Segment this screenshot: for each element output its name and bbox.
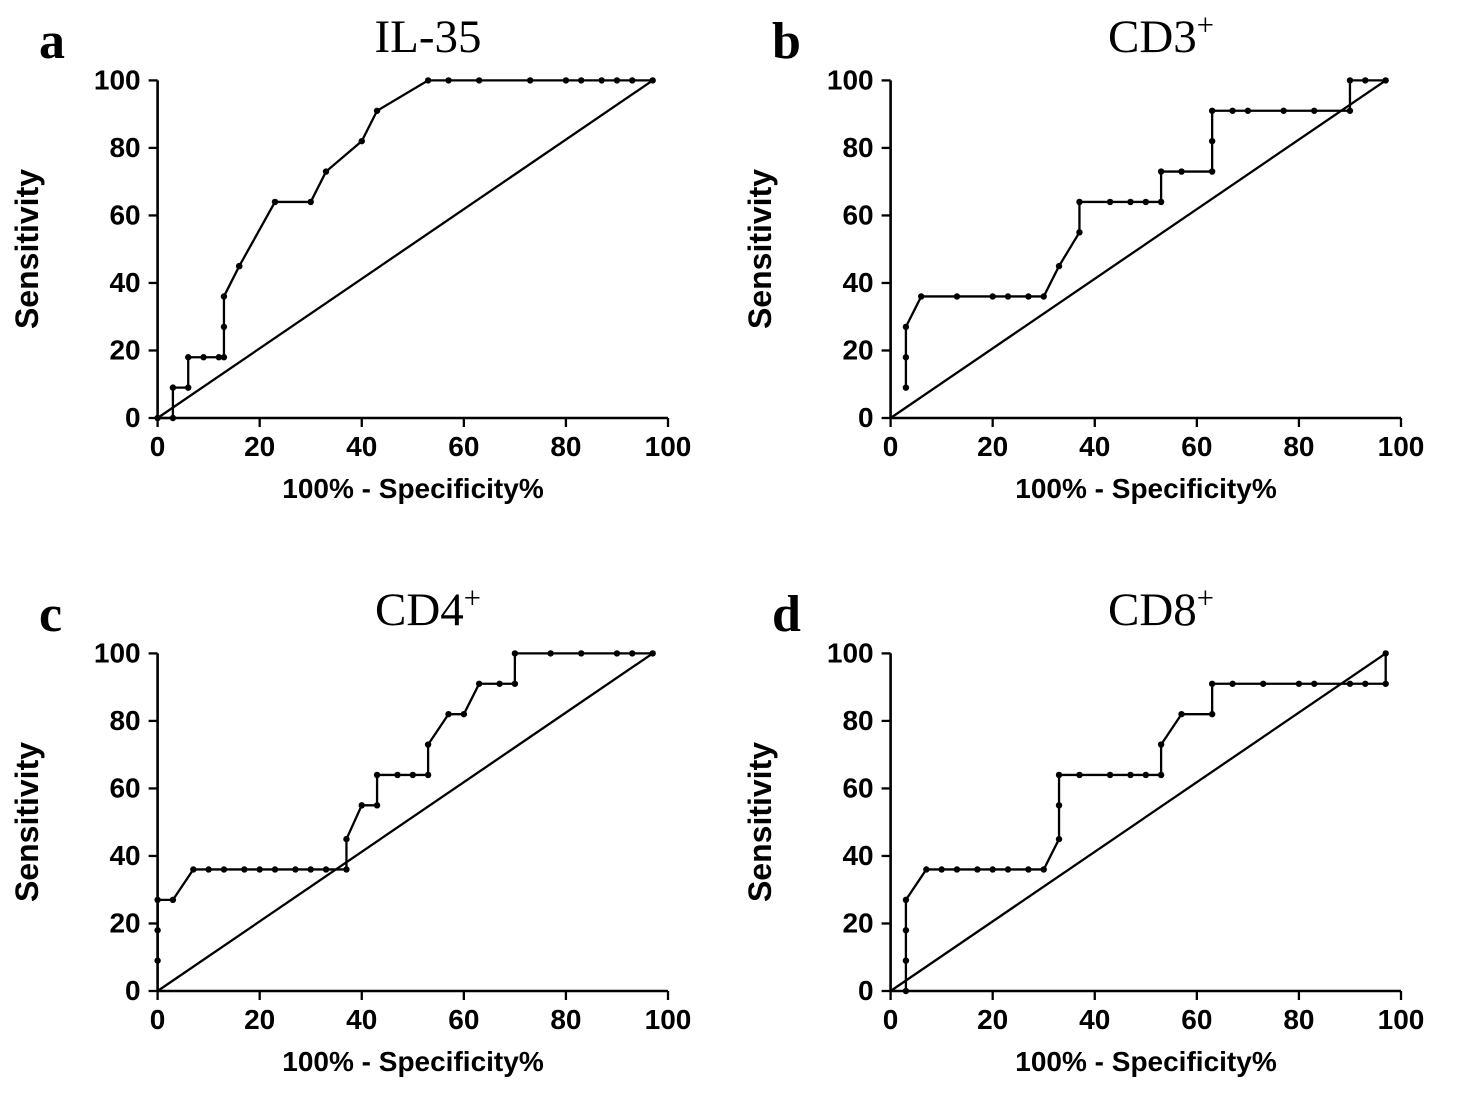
svg-text:40: 40 [842,267,873,298]
svg-text:Sensitivity: Sensitivity [9,169,45,329]
svg-text:0: 0 [883,1004,899,1035]
svg-text:a: a [39,13,65,70]
svg-text:100: 100 [94,637,141,668]
svg-text:80: 80 [550,1004,581,1035]
svg-text:100: 100 [827,637,874,668]
svg-text:40: 40 [109,840,140,871]
svg-text:20: 20 [842,334,873,365]
svg-text:20: 20 [244,1004,275,1035]
svg-text:80: 80 [550,431,581,462]
svg-text:20: 20 [244,431,275,462]
svg-text:40: 40 [1079,1004,1110,1035]
svg-text:60: 60 [1181,431,1212,462]
svg-text:60: 60 [109,772,140,803]
svg-text:100% - Specificity%: 100% - Specificity% [282,1046,544,1077]
svg-text:IL-35: IL-35 [374,11,481,63]
svg-text:60: 60 [1181,1004,1212,1035]
svg-text:20: 20 [109,907,140,938]
svg-text:100% - Specificity%: 100% - Specificity% [1015,1046,1277,1077]
svg-text:Sensitivity: Sensitivity [742,742,778,902]
svg-text:80: 80 [842,132,873,163]
svg-text:100: 100 [645,431,692,462]
svg-text:100: 100 [94,64,141,95]
svg-text:Sensitivity: Sensitivity [9,742,45,902]
svg-text:Sensitivity: Sensitivity [742,169,778,329]
svg-text:CD4+: CD4+ [375,581,481,636]
svg-text:0: 0 [150,1004,166,1035]
svg-text:80: 80 [842,705,873,736]
svg-text:60: 60 [448,1004,479,1035]
svg-text:0: 0 [125,975,141,1006]
svg-text:100% - Specificity%: 100% - Specificity% [282,473,544,504]
svg-text:CD8+: CD8+ [1108,581,1214,636]
svg-text:60: 60 [109,199,140,230]
svg-text:0: 0 [883,431,899,462]
svg-text:d: d [772,586,801,643]
svg-text:100: 100 [827,64,874,95]
svg-text:0: 0 [858,975,874,1006]
svg-text:0: 0 [858,402,874,433]
svg-text:100: 100 [645,1004,692,1035]
svg-text:CD3+: CD3+ [1108,8,1214,63]
svg-text:80: 80 [1283,431,1314,462]
svg-text:60: 60 [448,431,479,462]
svg-text:80: 80 [1283,1004,1314,1035]
svg-text:60: 60 [842,199,873,230]
svg-text:0: 0 [125,402,141,433]
svg-text:40: 40 [1079,431,1110,462]
svg-text:100% - Specificity%: 100% - Specificity% [1015,473,1277,504]
svg-text:100: 100 [1378,431,1425,462]
svg-text:100: 100 [1378,1004,1425,1035]
svg-text:60: 60 [842,772,873,803]
svg-text:40: 40 [346,1004,377,1035]
svg-text:b: b [772,13,801,70]
svg-text:40: 40 [109,267,140,298]
svg-text:20: 20 [109,334,140,365]
svg-text:40: 40 [842,840,873,871]
svg-text:20: 20 [977,1004,1008,1035]
svg-text:20: 20 [842,907,873,938]
svg-text:c: c [39,586,62,643]
svg-text:80: 80 [109,705,140,736]
svg-text:40: 40 [346,431,377,462]
svg-text:20: 20 [977,431,1008,462]
svg-text:80: 80 [109,132,140,163]
svg-text:0: 0 [150,431,166,462]
